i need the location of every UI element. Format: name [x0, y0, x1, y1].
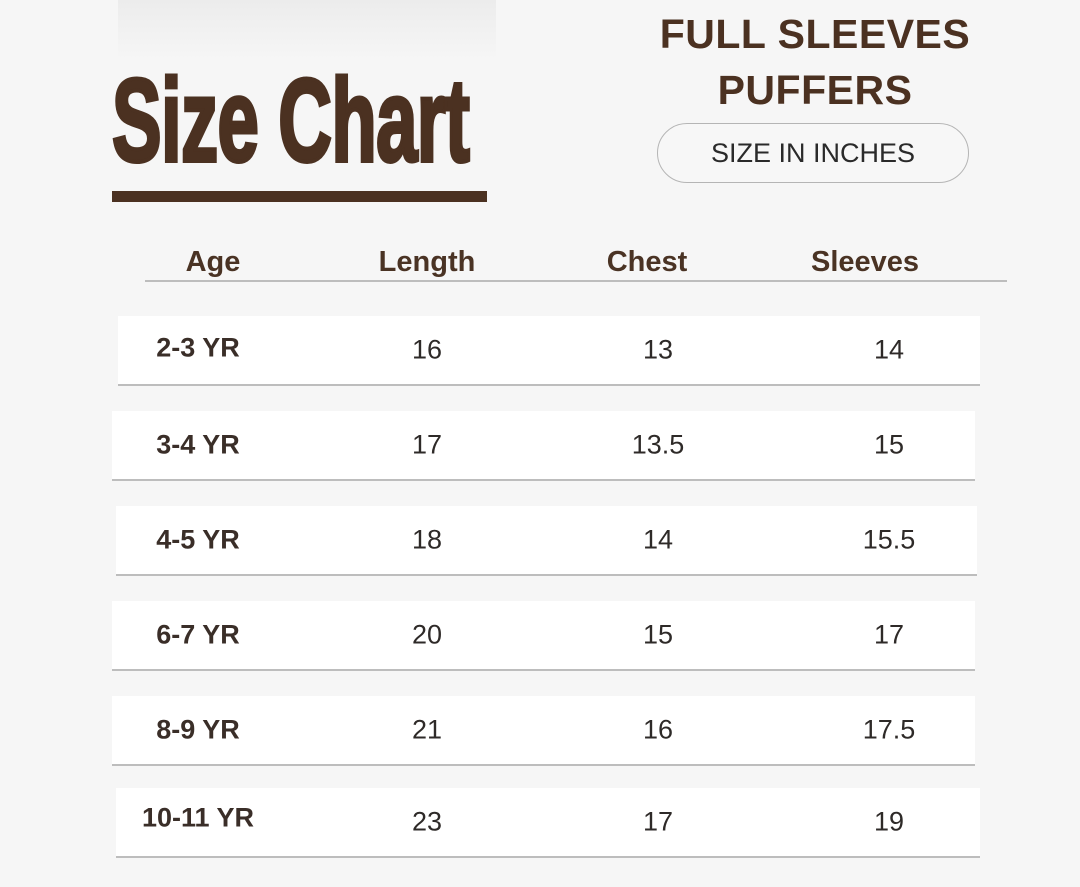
product-name-line-2: PUFFERS: [717, 67, 913, 113]
cell-length: 18: [411, 524, 443, 555]
product-name-line-1: FULL SLEEVES: [659, 11, 971, 57]
cell-chest: 13: [642, 334, 674, 365]
cell-sleeves: 17.5: [862, 714, 916, 745]
cell-chest: 13.5: [631, 429, 685, 460]
cell-chest: 14: [642, 524, 674, 555]
table-row: 3-4 YR 17 13.5 15: [112, 411, 975, 481]
cell-age: 2-3 YR: [156, 332, 240, 363]
header-divider: [145, 280, 1007, 282]
header-age: Age: [185, 246, 241, 278]
table-row: 8-9 YR 21 16 17.5: [112, 696, 975, 766]
table-row: 10-11 YR 23 17 19: [116, 788, 980, 858]
table-row: 2-3 YR 16 13 14: [118, 316, 980, 386]
unit-badge: SIZE IN INCHES: [657, 123, 969, 183]
cell-age: 8-9 YR: [156, 714, 240, 745]
header-chest: Chest: [606, 246, 688, 278]
header-length: Length: [378, 246, 476, 278]
cell-chest: 17: [642, 806, 674, 837]
page-title: Size Chart: [111, 55, 471, 187]
cell-length: 21: [411, 714, 443, 745]
cell-sleeves: 15.5: [862, 524, 916, 555]
cell-sleeves: 17: [873, 619, 905, 650]
cell-age: 4-5 YR: [156, 524, 240, 555]
table-row: 6-7 YR 20 15 17: [112, 601, 975, 671]
product-name: FULL SLEEVES PUFFERS: [640, 6, 990, 118]
cell-age: 10-11 YR: [141, 802, 255, 833]
cell-sleeves: 19: [873, 806, 905, 837]
header-sleeves: Sleeves: [810, 246, 920, 278]
cell-age: 6-7 YR: [156, 619, 240, 650]
cell-length: 17: [411, 429, 443, 460]
table-row: 4-5 YR 18 14 15.5: [116, 506, 977, 576]
cell-length: 23: [411, 806, 443, 837]
cell-sleeves: 14: [873, 334, 905, 365]
cell-length: 16: [411, 334, 443, 365]
cell-age: 3-4 YR: [156, 429, 240, 460]
cell-length: 20: [411, 619, 443, 650]
cell-chest: 16: [642, 714, 674, 745]
title-underline: [112, 191, 487, 202]
header-fade: [118, 0, 496, 60]
cell-sleeves: 15: [873, 429, 905, 460]
cell-chest: 15: [642, 619, 674, 650]
